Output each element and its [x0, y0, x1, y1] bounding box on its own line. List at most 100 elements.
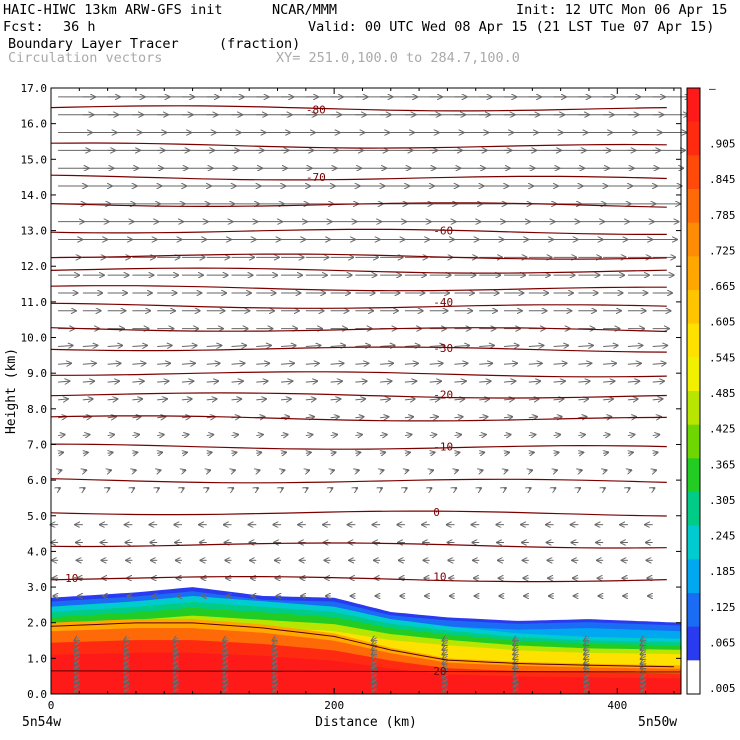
isotherm-line [50, 510, 667, 517]
circulation-vector [430, 452, 435, 453]
circulation-vector [173, 647, 178, 650]
circulation-vector [273, 679, 278, 682]
circulation-vector [628, 470, 631, 471]
circulation-vector [513, 684, 518, 687]
y-tick-label: 14.0 [21, 189, 48, 202]
circulation-vector [529, 452, 534, 453]
field-units: (fraction) [219, 36, 301, 52]
circulation-vector [627, 363, 641, 364]
circulation-vector [124, 652, 129, 655]
circulation-vector [256, 435, 263, 436]
x-tick-label: 0 [48, 699, 55, 712]
circulation-vector [584, 665, 589, 668]
circulation-vector [132, 452, 137, 453]
circulation-vector [330, 399, 341, 400]
circulation-vector [442, 638, 447, 641]
circulation-vector [603, 345, 618, 346]
circulation-vector [513, 647, 518, 650]
isotherm-line [50, 174, 667, 181]
circulation-vector [182, 488, 184, 489]
isotherm-line [50, 542, 667, 549]
circulation-vector [584, 689, 589, 692]
circulation-vector [330, 435, 338, 436]
circulation-vector [124, 656, 129, 659]
circulation-vector [173, 675, 178, 678]
circulation-vector [627, 399, 638, 400]
circulation-vector [528, 345, 544, 346]
circulation-vector [305, 345, 321, 346]
isotherm-line [50, 392, 667, 399]
circulation-vector [372, 684, 377, 687]
colorbar-swatch [687, 323, 700, 358]
circulation-vector [641, 679, 646, 682]
circulation-vector [584, 652, 589, 655]
isotherm-line [50, 443, 667, 450]
circulation-vector [124, 679, 129, 682]
colorbar-label: .665 [709, 280, 736, 293]
circulation-vector [454, 435, 461, 436]
fcst-label: Fcst: [3, 19, 44, 35]
circulation-vector [429, 435, 437, 436]
circulation-vector [181, 399, 192, 400]
circulation-vector [273, 642, 278, 645]
circulation-vector [380, 452, 385, 453]
circulation-vector [281, 452, 286, 453]
circulation-vector [429, 363, 443, 364]
circulation-vector [132, 417, 140, 418]
circulation-vector [330, 363, 344, 364]
circulation-vector [372, 652, 377, 655]
colorbar-label: .305 [709, 494, 736, 507]
colorbar-label: .005 [709, 682, 736, 695]
colorbar-swatch [687, 290, 700, 325]
circulation-vector [528, 363, 542, 364]
circulation-vector [74, 638, 79, 641]
circulation-vector [442, 675, 447, 678]
circulation-vector [628, 488, 630, 489]
circulation-vector [405, 488, 407, 489]
circulation-vector [504, 470, 507, 471]
colorbar-label: .605 [709, 316, 736, 329]
circulation-vector [82, 381, 94, 382]
circulation-vector [442, 679, 447, 682]
circulation-vector [108, 470, 111, 471]
colorbar-swatch [687, 525, 700, 560]
isotherm-line [50, 478, 667, 484]
isotherm-line [50, 105, 667, 112]
circulation-vector [107, 399, 118, 400]
circulation-vector [181, 417, 190, 418]
circulation-vector [442, 689, 447, 692]
circulation-vector [273, 652, 278, 655]
isotherm-label: -60 [433, 225, 453, 238]
circulation-vector [504, 452, 509, 453]
circulation-vector [256, 452, 261, 453]
circulation-vector [405, 452, 410, 453]
isotherm-line [50, 253, 667, 260]
circulation-vector [124, 661, 129, 664]
circulation-vector [223, 638, 228, 641]
circulation-vector [232, 488, 234, 489]
circulation-vector [58, 470, 61, 471]
circulation-vector [223, 652, 228, 655]
circulation-vector [74, 675, 79, 678]
circulation-vector [306, 470, 309, 471]
circulation-vector [627, 345, 643, 346]
circulation-vector [173, 638, 178, 641]
circulation-vector [404, 399, 415, 400]
circulation-vector [206, 399, 217, 400]
y-tick-label: 5.0 [27, 510, 47, 523]
circulation-vector [603, 452, 608, 453]
circulation-vector [74, 656, 79, 659]
circulation-vector [372, 642, 377, 645]
isotherm-label: 10 [65, 572, 78, 585]
circulation-vector [305, 363, 319, 364]
circulation-vector [132, 435, 139, 436]
circulation-vector [223, 642, 228, 645]
y-tick-label: 4.0 [27, 545, 47, 558]
circulation-vector [454, 488, 456, 489]
isotherm-label: -80 [306, 103, 326, 116]
circulation-vector [223, 661, 228, 664]
circulation-vector [157, 452, 162, 453]
circulation-vector [273, 684, 278, 687]
circulation-vector [553, 399, 564, 400]
circulation-vector [652, 381, 664, 382]
